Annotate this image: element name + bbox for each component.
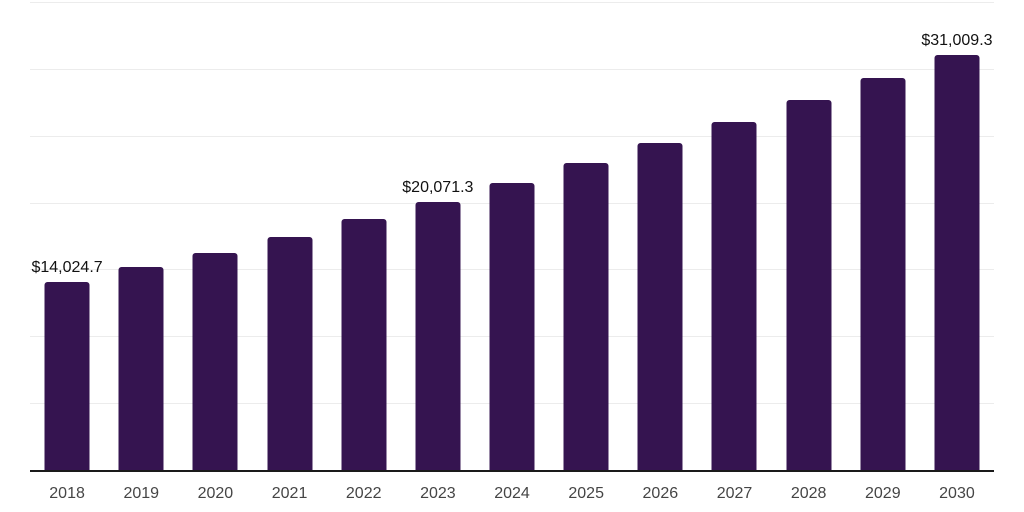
bar-2028[interactable] (786, 100, 832, 470)
x-tick-label-2020: 2020 (197, 485, 234, 502)
x-tick-label-2022: 2022 (345, 485, 382, 502)
bar-slot-2029 (846, 2, 920, 470)
x-tick-label-2025: 2025 (568, 485, 604, 502)
bar-slot-2025 (549, 2, 623, 470)
x-axis: 2018 2019 2020 2021 2022 2023 2024 2025 2026 2027… (30, 482, 994, 506)
bar-2025[interactable] (563, 162, 609, 470)
bar-slot-2027 (697, 2, 771, 470)
x-tick-label-2029: 2029 (865, 485, 901, 502)
bar-2030[interactable] (934, 55, 980, 470)
x-tick-label-2030: 2030 (939, 485, 975, 502)
x-tick-label-2021: 2021 (271, 485, 308, 502)
gridline-30000 (30, 68, 994, 70)
bar-slot-2028 (772, 2, 846, 470)
bar-2024[interactable] (489, 182, 535, 470)
x-tick-label-2028: 2028 (790, 485, 827, 502)
bar-slot-2024 (475, 2, 549, 470)
bar-slot-2021 (252, 2, 326, 470)
x-tick-label-2018: 2018 (49, 485, 85, 502)
data-label-2018: $14,024.7 (31, 259, 103, 277)
bar-2018[interactable] (44, 282, 90, 470)
x-tick-label-2019: 2019 (123, 485, 160, 502)
bar-slot-2020 (178, 2, 252, 470)
data-label-2030: $31,009.3 (921, 32, 993, 50)
bar-slot-2022 (327, 2, 401, 470)
gridline-25000 (30, 135, 994, 137)
x-tick-label-2024: 2024 (494, 485, 530, 502)
bar-2021[interactable] (267, 236, 313, 470)
bar-2029[interactable] (860, 77, 906, 470)
plot-area: $14,024.7 $20,071.3 $31,009.3 (30, 2, 994, 472)
bar-slot-2019 (104, 2, 178, 470)
bar-slot-2023: $20,071.3 (401, 2, 475, 470)
bar-2019[interactable] (118, 266, 164, 470)
bar-2022[interactable] (341, 218, 387, 470)
bar-2027[interactable] (711, 122, 757, 470)
x-tick-label-2026: 2026 (642, 485, 679, 502)
bar-slot-2030: $31,009.3 (920, 2, 994, 470)
bar-2026[interactable] (637, 143, 683, 470)
gridline-35000 (30, 2, 994, 3)
x-tick-label-2027: 2027 (716, 485, 753, 502)
bar-2020[interactable] (192, 252, 238, 470)
bar-2023[interactable] (415, 201, 461, 470)
x-tick-label-2023: 2023 (420, 485, 456, 502)
data-label-2023: $20,071.3 (402, 178, 474, 196)
bar-slot-2018: $14,024.7 (30, 2, 104, 470)
bar-slot-2026 (623, 2, 697, 470)
